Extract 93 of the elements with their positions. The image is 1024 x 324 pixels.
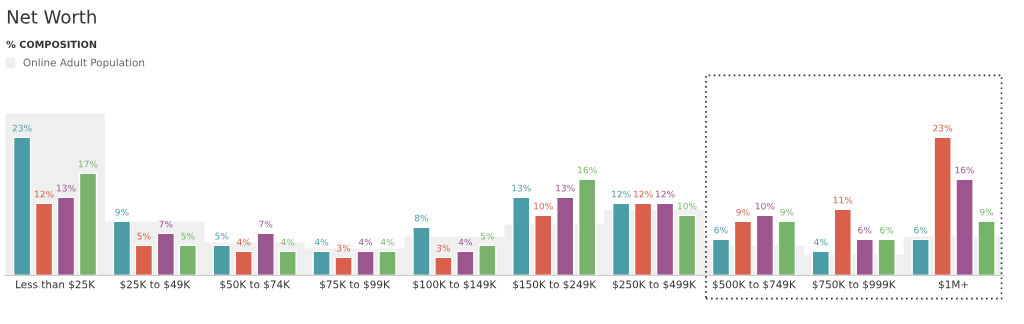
data-label: 4%: [280, 238, 295, 246]
data-label: 7%: [259, 220, 273, 228]
bar: [578, 178, 597, 276]
data-label: 5%: [137, 232, 151, 240]
bar: [212, 244, 231, 276]
bar: [755, 214, 775, 276]
x-tick-label: $750K to $999K: [812, 280, 896, 290]
bar: [556, 196, 575, 276]
data-label: 12%: [612, 190, 631, 198]
data-label: 10%: [755, 202, 775, 210]
data-label: 13%: [56, 184, 76, 192]
bar: [733, 220, 753, 276]
bar: [156, 232, 176, 276]
data-label: 12%: [35, 190, 54, 198]
bar: [178, 244, 198, 276]
data-label: 16%: [578, 166, 597, 174]
data-label: 12%: [634, 190, 653, 198]
data-label: 6%: [914, 226, 928, 234]
bar: [933, 136, 952, 276]
data-label: 9%: [736, 208, 750, 216]
bar: [711, 238, 731, 276]
x-tick-label: $75K to $99K: [320, 280, 391, 290]
bar: [334, 256, 353, 276]
bar: [478, 244, 497, 276]
data-label: 8%: [414, 214, 429, 222]
legend-label: Online Adult Population: [23, 58, 145, 69]
data-label: 9%: [115, 208, 129, 216]
data-label: 23%: [933, 124, 953, 132]
data-label: 16%: [955, 166, 975, 174]
x-tick-label: $100K to $149K: [413, 280, 497, 290]
data-label: 10%: [677, 202, 697, 210]
data-label: 6%: [714, 226, 728, 234]
data-label: 9%: [780, 208, 794, 216]
bar: [312, 250, 331, 276]
chart-subtitle: % COMPOSITION: [6, 40, 97, 49]
data-label: 4%: [237, 238, 251, 246]
data-label: 9%: [979, 208, 994, 216]
bar: [633, 202, 653, 276]
x-tick-label: $25K to $49K: [120, 280, 191, 290]
bar: [855, 238, 874, 276]
data-label: 5%: [480, 232, 495, 240]
data-label: 7%: [159, 220, 173, 228]
bar: [412, 226, 431, 276]
bar: [134, 244, 154, 276]
bar: [56, 196, 76, 276]
data-label: 4%: [358, 238, 373, 246]
bar: [534, 214, 553, 276]
data-label: 6%: [880, 226, 894, 234]
bar: [78, 172, 98, 276]
bar: [278, 250, 297, 276]
bar: [911, 238, 930, 276]
bar: [234, 250, 253, 276]
data-label: 13%: [556, 184, 575, 192]
data-label: 4%: [314, 238, 329, 246]
bar: [611, 202, 631, 276]
data-label: 4%: [380, 238, 395, 246]
data-label: 4%: [458, 238, 473, 246]
bar: [456, 250, 475, 276]
bar: [434, 256, 453, 276]
x-tick-label: $50K to $74K: [220, 280, 291, 290]
bar: [955, 178, 974, 276]
data-label: 3%: [436, 244, 451, 252]
bar: [112, 220, 132, 276]
x-tick-label: Less than $25K: [16, 280, 96, 290]
data-label: 11%: [833, 196, 853, 204]
data-label: 23%: [12, 124, 32, 132]
bar: [512, 196, 531, 276]
data-label: 4%: [814, 238, 828, 246]
bar: [378, 250, 397, 276]
data-label: 5%: [181, 232, 195, 240]
bar: [777, 220, 797, 276]
bar: [12, 136, 32, 276]
x-tick-label: $500K to $749K: [712, 280, 797, 290]
x-tick-label: $1M+: [938, 280, 968, 290]
bar: [833, 208, 852, 276]
bar: [34, 202, 54, 276]
bar: [977, 220, 996, 276]
bar: [811, 250, 830, 276]
bar: [877, 238, 896, 276]
bar: [256, 232, 275, 276]
bar: [356, 250, 375, 276]
x-tick-label: $150K to $249K: [513, 280, 597, 290]
data-label: 12%: [656, 190, 675, 198]
bar: [677, 214, 697, 276]
data-label: 3%: [337, 244, 351, 252]
data-label: 5%: [215, 232, 229, 240]
data-label: 10%: [534, 202, 553, 210]
data-label: 6%: [858, 226, 872, 234]
chart-title: Net Worth: [7, 9, 96, 24]
x-tick-label: $250K to $499K: [613, 280, 697, 290]
data-label: 13%: [512, 184, 531, 192]
data-label: 17%: [78, 160, 98, 168]
bar: [655, 202, 675, 276]
